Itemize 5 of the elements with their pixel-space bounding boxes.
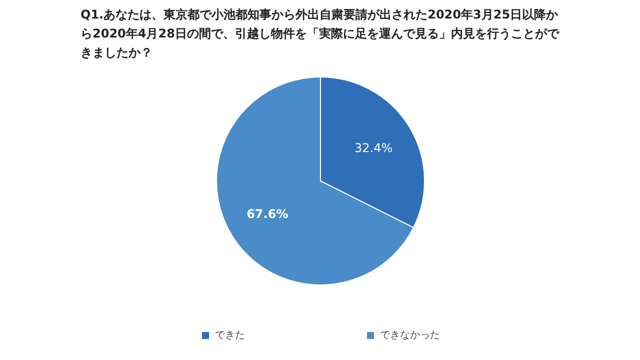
data-label: 32.4% [354,141,393,156]
data-label: 67.6% [246,206,288,221]
legend-label: できた [215,329,245,342]
chart-title: Q1.あなたは、東京都で小池都知事から外出自粛要請が出された2020年3月25日以降から2020年4月28日の間で、引越し物件を「実際に足を運んで見る」内見を行うことができましたか？ [80,8,560,60]
legend-label: できなかった [380,329,440,342]
